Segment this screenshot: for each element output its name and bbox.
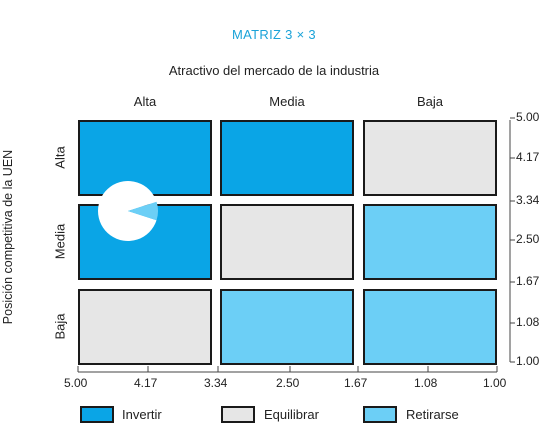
legend-swatch-retirarse: [363, 406, 397, 423]
matrix-cell-retirarse: [363, 204, 497, 280]
column-label-alta: Alta: [133, 94, 157, 109]
matrix-cell-retirarse: [220, 289, 354, 365]
legend-label-equilibrar: Equilibrar: [264, 407, 319, 422]
bottom-tick-label: 1.08: [414, 376, 438, 390]
column-label-media: Media: [269, 94, 305, 109]
right-tick-label: 4.17: [516, 150, 540, 164]
legend-label-retirarse: Retirarse: [406, 407, 459, 422]
matrix-cell-equilibrar: [363, 120, 497, 196]
right-tick-label: 3.34: [516, 193, 540, 207]
bottom-tick-label: 3.34: [204, 376, 228, 390]
right-tick-label: 2.50: [516, 232, 540, 246]
right-tick-label: 1.08: [516, 315, 540, 329]
right-tick-label: 1.00: [516, 354, 540, 368]
bottom-tick-label: 4.17: [134, 376, 158, 390]
bottom-tick-label: 2.50: [276, 376, 300, 390]
bottom-tick-label: 1.67: [344, 376, 368, 390]
right-tick-label: 1.67: [516, 274, 540, 288]
matrix-cell-invertir: [78, 120, 212, 196]
right-tick-label: 5.00: [516, 110, 540, 124]
bottom-tick-label: 5.00: [64, 376, 88, 390]
legend-swatch-equilibrar: [221, 406, 255, 423]
matrix-cell-retirarse: [363, 289, 497, 365]
pie-marker-body: [98, 181, 157, 242]
pie-marker-slice: [128, 201, 158, 221]
matrix-cell-invertir: [220, 120, 354, 196]
bottom-tick-label: 1.00: [483, 376, 507, 390]
x-axis-title: Atractivo del mercado de la industria: [168, 63, 380, 78]
column-label-baja: Baja: [416, 94, 444, 109]
legend-label-invertir: Invertir: [122, 407, 162, 422]
chart-title: MATRIZ 3 × 3: [232, 27, 316, 42]
legend-swatch-invertir: [80, 406, 114, 423]
matrix-cell-equilibrar: [78, 289, 212, 365]
pie-marker: [98, 181, 158, 242]
matrix-cell-equilibrar: [220, 204, 354, 280]
